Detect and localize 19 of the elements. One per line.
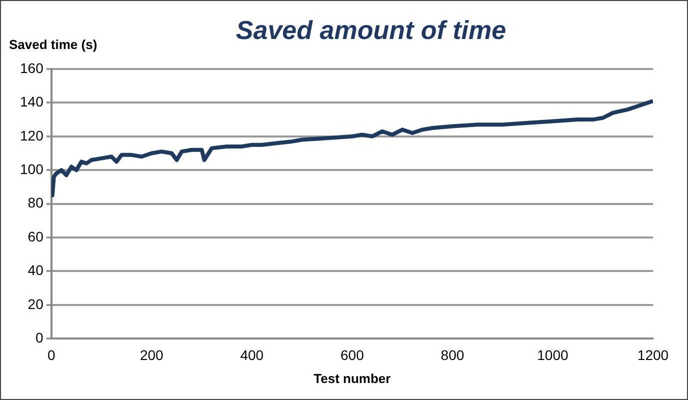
x-axis-title: Test number: [314, 370, 391, 386]
x-tick-label: 200: [140, 346, 164, 363]
y-tick-label: 100: [20, 160, 44, 177]
x-tick-label: 1200: [637, 346, 669, 363]
y-tick-label: 140: [20, 94, 44, 110]
x-tick-label: 600: [340, 346, 364, 363]
y-tick-label: 40: [28, 262, 44, 278]
y-axis-title: Saved time (s): [9, 37, 98, 52]
chart-title: Saved amount of time: [234, 15, 508, 46]
y-tick-label: 80: [28, 194, 44, 211]
y-tick-label: 160: [20, 60, 44, 76]
x-tick-label: 400: [240, 346, 264, 363]
x-tick-label: 1000: [537, 346, 569, 363]
y-tick-label: 20: [28, 296, 44, 312]
x-tick-label: 800: [440, 346, 464, 363]
y-tick-label: 0: [36, 329, 44, 346]
y-tick-label: 60: [28, 228, 44, 244]
y-tick-label: 120: [20, 127, 44, 144]
x-tick-label: 0: [47, 346, 56, 363]
